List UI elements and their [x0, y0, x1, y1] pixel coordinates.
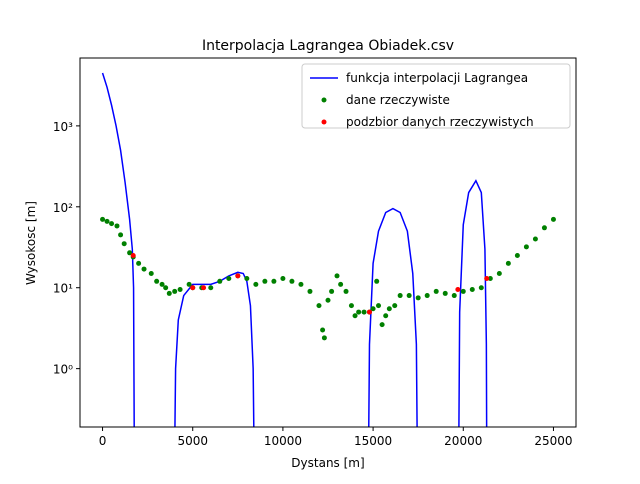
scatter-point: [320, 327, 326, 333]
scatter-point: [253, 281, 259, 287]
legend-box: [301, 63, 571, 129]
y-tick-label: 10⁰: [53, 363, 73, 377]
scatter-point: [433, 288, 439, 294]
x-tick-label: 5000: [177, 434, 208, 448]
x-tick-label: 10000: [264, 434, 302, 448]
scatter-point: [505, 260, 511, 266]
legend-marker: [321, 119, 327, 125]
scatter-point: [469, 287, 475, 293]
y-tick-label: 10³: [53, 120, 73, 134]
legend-marker: [321, 97, 327, 103]
scatter-point: [383, 313, 389, 319]
scatter-point: [397, 293, 403, 299]
scatter-point: [118, 232, 124, 238]
scatter-point: [177, 287, 183, 293]
scatter-point: [271, 278, 277, 284]
scatter-point: [442, 290, 448, 296]
x-tick-label: 0: [99, 434, 107, 448]
scatter-point: [484, 275, 490, 281]
scatter-point: [478, 285, 484, 291]
y-axis-label: Wysokosc [m]: [24, 201, 38, 285]
scatter-point: [172, 288, 178, 294]
scatter-point: [235, 273, 241, 279]
y-tick-label: 10²: [53, 201, 73, 215]
scatter-point: [356, 309, 362, 315]
scatter-point: [352, 313, 358, 319]
axes-frame: [79, 57, 577, 428]
scatter-point: [307, 288, 313, 294]
scatter-point: [374, 278, 380, 284]
scatter-point: [550, 216, 556, 222]
legend: funkcja interpolacji Lagrangea dane rzecz…: [301, 63, 571, 129]
scatter-point: [487, 275, 493, 281]
scatter-point: [316, 303, 322, 309]
scatter-point: [148, 270, 154, 276]
scatter-point: [280, 275, 286, 281]
scatter-point: [136, 260, 142, 266]
scatter-point: [109, 221, 115, 227]
scatter-point: [392, 303, 398, 309]
scatter-point: [366, 309, 372, 315]
scatter-point: [348, 303, 354, 309]
scatter-point: [201, 285, 207, 291]
scatter-point: [523, 244, 529, 250]
legend-label: dane rzeczywiste: [346, 93, 450, 107]
legend-label: funkcja interpolacji Lagrangea: [346, 71, 528, 85]
scatter-point: [334, 273, 340, 279]
scatter-point: [141, 266, 147, 272]
x-axis-label: Dystans [m]: [291, 456, 364, 470]
scatter-point: [186, 281, 192, 287]
scatter-point: [376, 303, 382, 309]
scatter-point: [226, 275, 232, 281]
scatter-point: [386, 306, 392, 312]
x-tick-label: 20000: [444, 434, 482, 448]
scatter-point: [496, 270, 502, 276]
scatter-point: [424, 293, 430, 299]
scatter-point: [163, 285, 169, 291]
scatter-point: [455, 287, 461, 293]
scatter-point: [329, 288, 335, 294]
x-tick-label: 15000: [354, 434, 392, 448]
scatter-point: [460, 288, 466, 294]
scatter-point: [541, 225, 547, 231]
scatter-point: [514, 253, 520, 259]
scatter-point: [532, 236, 538, 242]
x-tick-label: 25000: [534, 434, 572, 448]
scatter-point: [379, 322, 385, 328]
scatter-point: [289, 278, 295, 284]
y-tick-label: 10¹: [53, 282, 73, 296]
scatter-point: [217, 278, 223, 284]
scatter-point: [114, 223, 120, 229]
scatter-point: [104, 218, 110, 224]
scatter-point: [325, 297, 331, 303]
scatter-point: [154, 278, 160, 284]
scatter-point: [361, 309, 367, 315]
scatter-point: [338, 281, 344, 287]
plot-area: [100, 72, 556, 427]
scatter-point: [159, 281, 165, 287]
scatter-point: [130, 253, 136, 259]
scatter-point: [370, 306, 376, 312]
scatter-point: [208, 285, 214, 291]
scatter-point: [244, 275, 250, 281]
scatter-point: [100, 216, 106, 222]
scatter-point: [166, 290, 172, 296]
legend-label: podzbior danych rzeczywistych: [346, 115, 534, 129]
scatter-point: [321, 335, 327, 341]
chart-title: Interpolacja Lagrangea Obiadek.csv: [202, 38, 454, 54]
scatter-point: [121, 241, 127, 247]
scatter-point: [343, 288, 349, 294]
scatter-point: [451, 293, 457, 299]
scatter-point: [415, 295, 421, 301]
scatter-point: [298, 281, 304, 287]
scatter-point: [190, 285, 196, 291]
scatter-point: [406, 293, 412, 299]
scatter-point: [262, 278, 268, 284]
scatter-point: [127, 250, 133, 256]
